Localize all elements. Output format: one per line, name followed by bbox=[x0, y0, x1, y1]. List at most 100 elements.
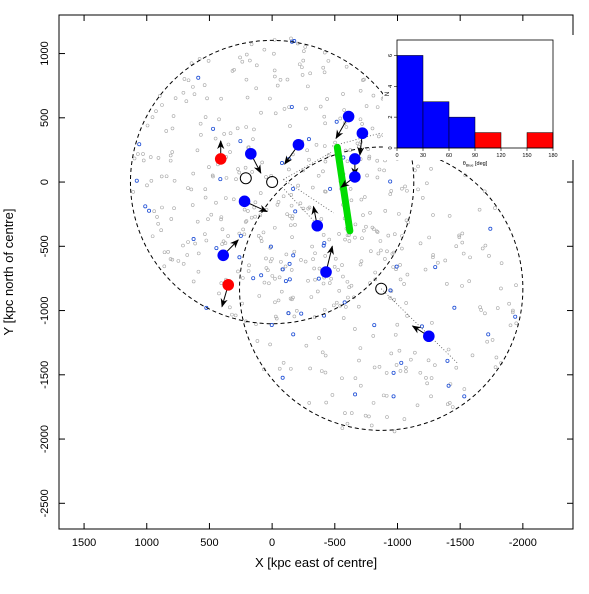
histogram-bar bbox=[474, 132, 502, 149]
grey-point bbox=[181, 91, 186, 95]
grey-point bbox=[483, 243, 488, 248]
red-point bbox=[222, 279, 235, 291]
grey-point bbox=[343, 411, 347, 415]
grey-point bbox=[279, 289, 284, 294]
grey-point bbox=[353, 376, 358, 380]
grey-point bbox=[487, 254, 491, 258]
blue-point bbox=[349, 153, 361, 165]
grey-point bbox=[390, 251, 395, 256]
grey-point bbox=[221, 239, 226, 244]
blue-open-point bbox=[293, 209, 298, 214]
grey-point bbox=[206, 217, 210, 221]
grey-point bbox=[479, 308, 483, 312]
grey-point bbox=[392, 429, 397, 434]
grey-point bbox=[372, 365, 377, 370]
grey-point bbox=[264, 175, 268, 179]
grey-point bbox=[361, 213, 365, 217]
grey-point bbox=[246, 269, 251, 273]
grey-point bbox=[308, 366, 312, 371]
grey-point bbox=[323, 189, 327, 194]
grey-point bbox=[152, 209, 156, 214]
grey-point bbox=[235, 126, 240, 131]
grey-point bbox=[404, 301, 408, 305]
dashed-circle-1 bbox=[129, 39, 415, 325]
inset-x-tick-label: 30 bbox=[420, 153, 426, 159]
grey-point bbox=[384, 371, 389, 375]
grey-point bbox=[243, 165, 248, 170]
blue-open-point bbox=[286, 311, 291, 316]
blue-open-point bbox=[218, 177, 223, 182]
grey-point bbox=[301, 168, 306, 173]
grey-point bbox=[219, 217, 223, 222]
grey-point bbox=[405, 314, 409, 318]
grey-point bbox=[462, 387, 467, 391]
grey-point bbox=[367, 154, 372, 159]
grey-point bbox=[317, 266, 322, 271]
blue-point bbox=[245, 147, 257, 160]
grey-point bbox=[262, 280, 267, 285]
grey-point bbox=[359, 197, 364, 202]
grey-point bbox=[333, 256, 338, 261]
dotted-line bbox=[332, 132, 381, 147]
grey-point bbox=[273, 276, 277, 281]
grey-point bbox=[356, 144, 361, 149]
main-y-axis-label: Y [kpc north of centre] bbox=[1, 209, 16, 336]
blue-open-point bbox=[196, 75, 201, 80]
grey-point bbox=[149, 178, 154, 183]
dashed-circle-2 bbox=[239, 146, 524, 431]
grey-point bbox=[389, 351, 394, 356]
grey-point bbox=[355, 141, 360, 146]
grey-point bbox=[394, 267, 398, 272]
grey-point bbox=[269, 174, 274, 178]
grey-point bbox=[403, 184, 407, 189]
grey-point bbox=[333, 140, 337, 145]
grey-point bbox=[405, 188, 409, 193]
grey-point bbox=[275, 202, 280, 207]
blue-open-point bbox=[462, 394, 467, 399]
grey-point bbox=[304, 343, 309, 348]
grey-point bbox=[392, 297, 397, 302]
blue-point bbox=[423, 330, 435, 343]
grey-point bbox=[331, 303, 336, 308]
grey-point bbox=[480, 246, 485, 251]
blue-point bbox=[349, 171, 361, 183]
grey-point bbox=[285, 212, 289, 216]
blue-open-point bbox=[291, 186, 296, 191]
grey-point bbox=[372, 227, 376, 231]
grey-point bbox=[162, 250, 167, 255]
green-stream bbox=[333, 143, 354, 235]
grey-point bbox=[195, 219, 200, 224]
grey-point bbox=[186, 240, 190, 244]
blue-open-point bbox=[513, 314, 518, 319]
blue-point bbox=[342, 110, 355, 123]
x-tick-label: 1500 bbox=[72, 537, 96, 549]
grey-point bbox=[370, 126, 375, 131]
grey-point bbox=[210, 173, 215, 178]
grey-point bbox=[258, 191, 263, 195]
grey-point bbox=[321, 281, 326, 286]
inset-x-tick-label: 0 bbox=[395, 153, 398, 159]
grey-point bbox=[340, 376, 344, 381]
grey-point bbox=[415, 403, 420, 408]
y-tick-label: 1000 bbox=[39, 41, 51, 65]
grey-point bbox=[162, 264, 167, 269]
grey-point bbox=[278, 77, 283, 82]
grey-point bbox=[274, 316, 279, 321]
grey-point bbox=[322, 70, 327, 75]
grey-point bbox=[272, 225, 277, 230]
grey-point bbox=[375, 175, 380, 180]
grey-point bbox=[358, 117, 363, 122]
grey-point bbox=[425, 381, 429, 386]
grey-point bbox=[219, 281, 224, 286]
grey-point bbox=[241, 276, 245, 280]
blue-open-point bbox=[269, 323, 274, 328]
inset-x-tick-label: 150 bbox=[522, 153, 531, 159]
grey-point bbox=[493, 206, 497, 210]
grey-point bbox=[168, 153, 173, 158]
blue-open-point bbox=[238, 233, 243, 238]
grey-point bbox=[499, 261, 504, 265]
main-plot-frame bbox=[58, 14, 574, 530]
grey-point bbox=[145, 123, 150, 128]
grey-point bbox=[367, 156, 371, 161]
grey-point bbox=[219, 215, 224, 219]
